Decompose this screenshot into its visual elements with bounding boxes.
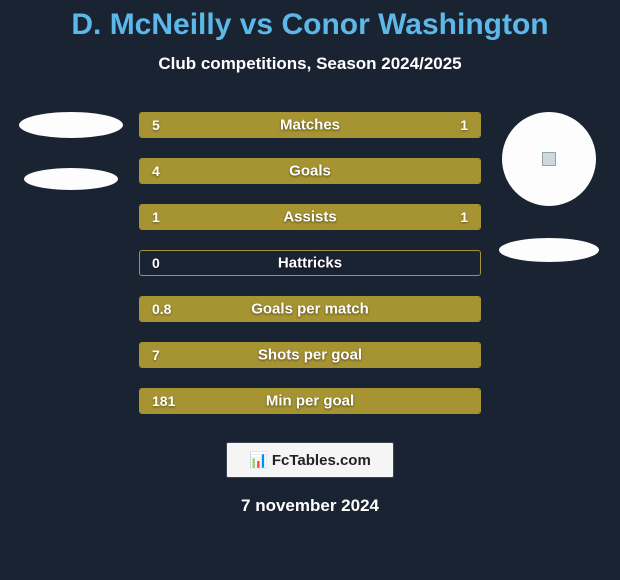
stat-value-left: 1 <box>152 209 160 225</box>
stats-bars: 5 1 Matches 4 Goals 1 1 Assists 0 Hattricks 0.8 Goa… <box>139 112 481 414</box>
stat-value-right: 1 <box>460 209 468 225</box>
player-right-team-badge <box>499 238 599 262</box>
stat-label: Hattricks <box>278 255 342 272</box>
stat-label: Goals per match <box>251 301 369 318</box>
main-row: 5 1 Matches 4 Goals 1 1 Assists 0 Hattricks 0.8 Goa… <box>0 112 620 414</box>
stat-value-left: 7 <box>152 347 160 363</box>
stat-bar: 5 1 Matches <box>139 112 481 138</box>
stat-value-left: 181 <box>152 393 175 409</box>
stat-value-left: 4 <box>152 163 160 179</box>
stat-bar: 1 1 Assists <box>139 204 481 230</box>
stat-label: Shots per goal <box>258 347 362 364</box>
stat-value-right: 1 <box>460 117 468 133</box>
stat-value-left: 0 <box>152 255 160 271</box>
player-right-avatar <box>502 112 596 206</box>
player-left-team-badge <box>24 168 118 190</box>
player-right-avatar-col <box>489 112 609 262</box>
comparison-card: D. McNeilly vs Conor Washington Club com… <box>0 0 620 580</box>
stat-bar: 7 Shots per goal <box>139 342 481 368</box>
brand-badge: 📊 FcTables.com <box>226 442 394 478</box>
stat-label: Assists <box>283 209 336 226</box>
stat-bar: 0 Hattricks <box>139 250 481 276</box>
stat-label: Matches <box>280 117 340 134</box>
stat-bar-right-fill <box>405 113 480 137</box>
stat-value-left: 5 <box>152 117 160 133</box>
page-title: D. McNeilly vs Conor Washington <box>0 8 620 42</box>
stat-value-left: 0.8 <box>152 301 171 317</box>
player-left-avatar-col <box>11 112 131 190</box>
stat-label: Goals <box>289 163 331 180</box>
stat-bar: 0.8 Goals per match <box>139 296 481 322</box>
stat-bar-left-fill <box>140 113 405 137</box>
stat-bar: 181 Min per goal <box>139 388 481 414</box>
brand-text: FcTables.com <box>272 452 371 469</box>
page-subtitle: Club competitions, Season 2024/2025 <box>0 54 620 74</box>
image-placeholder-icon <box>542 152 556 166</box>
player-left-avatar <box>19 112 123 138</box>
stat-label: Min per goal <box>266 393 354 410</box>
stat-bar: 4 Goals <box>139 158 481 184</box>
brand-icon: 📊 <box>249 451 268 469</box>
footer-date: 7 november 2024 <box>0 496 620 516</box>
